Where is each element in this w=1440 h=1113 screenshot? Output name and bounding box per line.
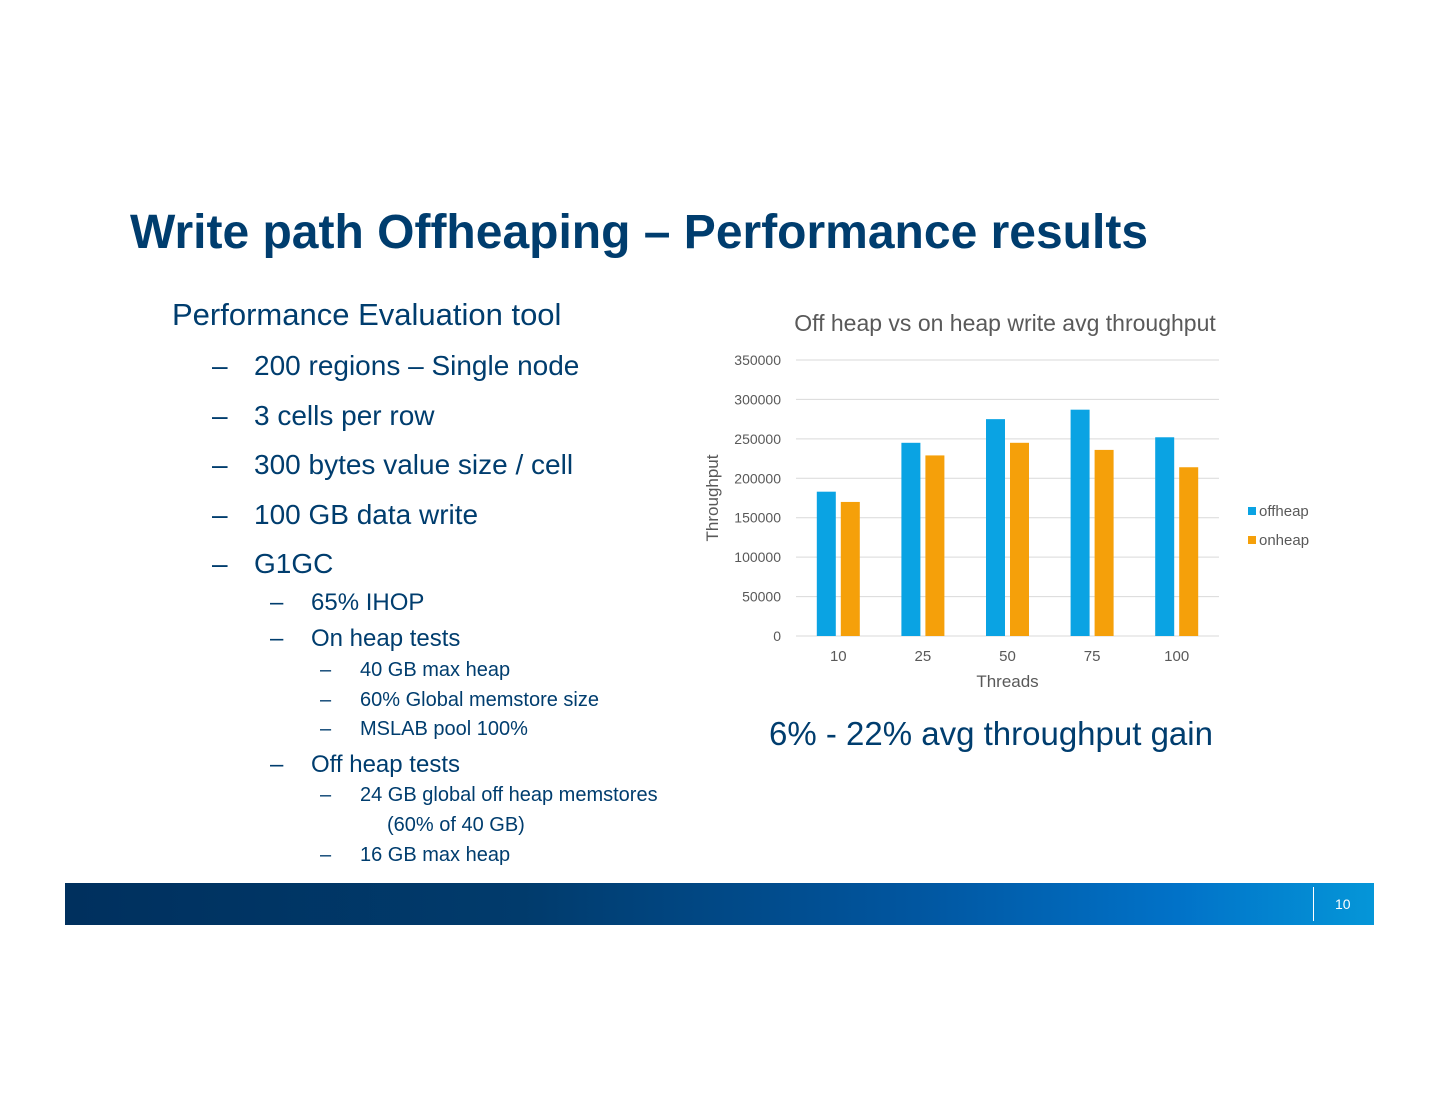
bullet-text: 300 bytes value size / cell xyxy=(254,449,574,480)
x-tick-label: 50 xyxy=(999,648,1016,665)
bullet-item: Performance Evaluation tool xyxy=(172,297,561,333)
bar-offheap-100 xyxy=(1155,437,1175,636)
bar-offheap-50 xyxy=(986,419,1005,636)
legend-swatch-offheap xyxy=(1248,507,1256,515)
bullet-list: Performance Evaluation tool – 200 region… xyxy=(0,0,720,900)
dash-marker: – xyxy=(320,844,332,866)
chart-title: Off heap vs on heap write avg throughput xyxy=(794,310,1216,336)
dash-marker: – xyxy=(320,689,332,711)
bullet-text: 3 cells per row xyxy=(254,400,435,431)
y-tick-label: 350000 xyxy=(734,352,781,368)
y-axis-title: Throughput xyxy=(703,454,722,541)
bullet-text: 16 GB max heap xyxy=(360,844,511,866)
bullet-text: MSLAB pool 100% xyxy=(360,718,528,740)
chart-svg: Off heap vs on heap write avg throughput… xyxy=(703,310,1309,691)
dash-marker: – xyxy=(212,350,228,381)
dash-marker: – xyxy=(270,625,284,652)
x-tick-label: 75 xyxy=(1084,648,1101,665)
x-tick-label: 100 xyxy=(1164,648,1189,665)
legend-label-offheap: offheap xyxy=(1259,503,1309,520)
legend-swatch-onheap xyxy=(1248,536,1256,544)
bar-onheap-100 xyxy=(1179,467,1199,636)
dash-marker: – xyxy=(270,589,284,616)
bullet-text: 60% Global memstore size xyxy=(360,689,599,711)
dash-marker: – xyxy=(270,751,284,778)
bar-offheap-75 xyxy=(1070,409,1090,636)
dash-marker: – xyxy=(212,400,228,431)
throughput-chart: Off heap vs on heap write avg throughput… xyxy=(700,300,1340,700)
x-tick-label: 10 xyxy=(830,648,847,665)
bullet-text: 40 GB max heap xyxy=(360,659,511,681)
y-tick-label: 300000 xyxy=(734,391,781,407)
bar-offheap-25 xyxy=(901,442,921,636)
dash-marker: – xyxy=(212,499,228,530)
page-number: 10 xyxy=(1335,896,1351,912)
bar-onheap-75 xyxy=(1094,449,1114,636)
x-axis-title: Threads xyxy=(976,672,1038,691)
bar-onheap-10 xyxy=(840,501,860,636)
y-tick-label: 250000 xyxy=(734,431,781,447)
y-tick-label: 0 xyxy=(773,628,781,644)
y-tick-label: 100000 xyxy=(734,549,781,565)
bullet-item: (60% of 40 GB) xyxy=(387,814,525,837)
slide-title: Write path Offheaping – Performance resu… xyxy=(130,206,1149,259)
throughput-gain-text: 6% - 22% avg throughput gain xyxy=(769,715,1213,752)
y-tick-label: 150000 xyxy=(734,510,781,526)
bullet-text: 200 regions – Single node xyxy=(254,350,580,381)
bullet-text: G1GC xyxy=(254,548,334,579)
y-tick-label: 200000 xyxy=(734,470,781,486)
bullet-text: 100 GB data write xyxy=(254,499,479,530)
x-tick-label: 25 xyxy=(915,648,932,665)
bullet-text: 65% IHOP xyxy=(311,589,425,616)
dash-marker: – xyxy=(212,548,228,579)
bullet-text: 24 GB global off heap memstores xyxy=(360,784,658,806)
bullet-text: On heap tests xyxy=(311,625,461,652)
legend-label-onheap: onheap xyxy=(1259,532,1309,549)
dash-marker: – xyxy=(320,718,332,740)
dash-marker: – xyxy=(320,659,332,681)
footer-bar: 10 xyxy=(65,883,1374,925)
dash-marker: – xyxy=(320,784,332,806)
bullet-text: (60% of 40 GB) xyxy=(387,814,525,836)
bar-onheap-25 xyxy=(925,455,945,636)
bar-onheap-50 xyxy=(1010,442,1029,636)
footer-separator xyxy=(1313,887,1314,921)
y-tick-label: 50000 xyxy=(742,589,781,605)
bar-offheap-10 xyxy=(816,491,836,636)
bullet-text: Performance Evaluation tool xyxy=(172,297,562,332)
bullet-text: Off heap tests xyxy=(311,751,460,778)
dash-marker: – xyxy=(212,449,228,480)
